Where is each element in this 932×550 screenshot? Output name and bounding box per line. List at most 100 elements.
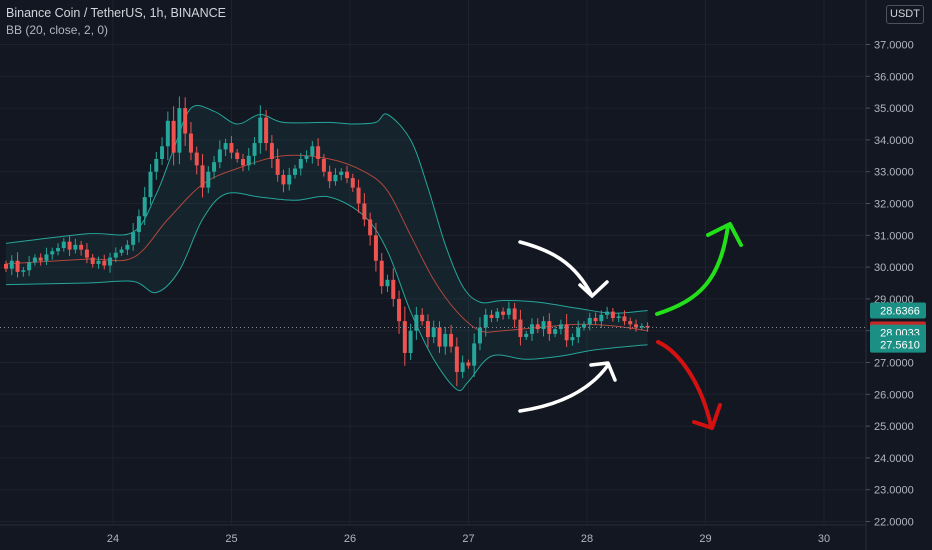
candle-body — [194, 152, 199, 166]
candle-body — [639, 325, 644, 328]
price-tick-label: 37.0000 — [874, 40, 914, 52]
breakout-up-arrow-head — [706, 222, 743, 247]
price-label-text: 28.6366 — [880, 305, 920, 317]
breakout-down-arrow — [656, 340, 713, 428]
annotation-arrows — [518, 222, 743, 430]
price-label-lower — [870, 336, 926, 353]
candle-body — [67, 241, 72, 250]
candle-body — [119, 249, 124, 253]
candle-body — [316, 146, 321, 159]
candle-body — [171, 120, 176, 153]
candle-body — [223, 143, 228, 150]
price-tick-label: 30.0000 — [874, 262, 914, 274]
candle-body — [593, 317, 598, 322]
candle-body — [61, 241, 66, 249]
candle-body — [275, 158, 280, 175]
time-tick-label: 27 — [462, 533, 474, 545]
candle-body — [21, 270, 26, 272]
time-tick-label: 25 — [225, 533, 237, 545]
candle-body — [206, 171, 211, 188]
candle-body — [391, 279, 396, 299]
time-axis[interactable]: 24 25 26 27 28 29 30 — [107, 533, 830, 545]
candle-body — [495, 311, 500, 318]
candle-body — [32, 257, 37, 263]
time-tick-label: 28 — [581, 533, 593, 545]
candle-body — [402, 321, 407, 353]
time-tick-label: 24 — [107, 533, 119, 545]
candle-body — [466, 362, 471, 366]
candle-body — [472, 343, 477, 366]
candle-body — [148, 171, 153, 198]
price-tick-label: 26.0000 — [874, 389, 914, 401]
candle-body — [84, 249, 89, 258]
candle-body — [599, 314, 604, 322]
candle-body — [183, 108, 188, 134]
candle-body — [73, 244, 78, 250]
candle-body — [506, 308, 511, 315]
candle-body — [235, 152, 240, 159]
candle-body — [610, 311, 615, 318]
candle-body — [125, 244, 130, 250]
breakout-up-arrow — [655, 224, 730, 316]
candle-body — [96, 260, 101, 264]
indicator-title[interactable]: BB (20, close, 2, 0) — [6, 23, 109, 37]
price-tick-label: 27.0000 — [874, 358, 914, 370]
bollinger-lower-line — [5, 192, 648, 392]
candle-body — [582, 324, 586, 328]
candle-body — [287, 174, 292, 185]
candle-body — [420, 314, 425, 322]
candle-body — [188, 133, 193, 153]
candle-body — [449, 333, 454, 347]
candle-body — [529, 324, 534, 334]
candle-body — [489, 314, 494, 318]
candle-body — [113, 252, 118, 258]
candle-body — [385, 279, 390, 287]
price-tick-label: 33.0000 — [874, 167, 914, 179]
candle-body — [269, 143, 274, 159]
candle-body — [281, 174, 286, 185]
candle-body — [605, 311, 610, 315]
candle-body — [524, 333, 529, 338]
candle-body — [293, 168, 297, 175]
price-tick-label: 31.0000 — [874, 230, 914, 242]
candle-body — [408, 330, 413, 353]
candle-body — [229, 143, 234, 153]
candle-body — [102, 260, 107, 266]
candle-body — [252, 143, 257, 156]
candle-body — [321, 158, 326, 172]
candle-body — [645, 325, 650, 328]
candle-body — [4, 263, 8, 269]
candle-body — [587, 317, 592, 325]
candle-body — [136, 216, 141, 233]
candle-body — [298, 158, 303, 169]
candle-body — [437, 327, 442, 347]
candle-body — [483, 314, 488, 328]
candle-body — [547, 321, 552, 334]
candle-body — [558, 324, 563, 330]
candle-body — [634, 324, 639, 328]
symbol-title[interactable]: Binance Coin / TetherUS, 1h, BINANCE — [6, 6, 227, 20]
candle-body — [264, 117, 269, 144]
candle-body — [350, 178, 355, 188]
price-tick-label: 34.0000 — [874, 135, 914, 147]
candle-body — [345, 171, 350, 179]
price-tick-label: 32.0000 — [874, 199, 914, 211]
currency-selector[interactable]: USDT — [886, 5, 924, 24]
candle-body — [160, 146, 165, 159]
candle-body — [56, 248, 61, 252]
price-tick-label: 35.0000 — [874, 103, 914, 115]
squeeze-down-arrow-head — [578, 280, 609, 298]
candle-body — [212, 162, 217, 172]
price-tick-label: 36.0000 — [874, 71, 914, 83]
candle-body — [518, 319, 523, 338]
candle-body — [460, 362, 465, 373]
candle-body — [339, 171, 344, 175]
time-tick-label: 26 — [344, 533, 356, 545]
candle-body — [142, 197, 147, 217]
price-axis[interactable]: 22.0000 23.0000 24.0000 25.0000 26.0000 27.00… — [866, 40, 914, 529]
candle-body — [431, 327, 436, 338]
candle-body — [362, 203, 367, 220]
candle-body — [327, 171, 332, 182]
candle-body — [310, 146, 315, 156]
